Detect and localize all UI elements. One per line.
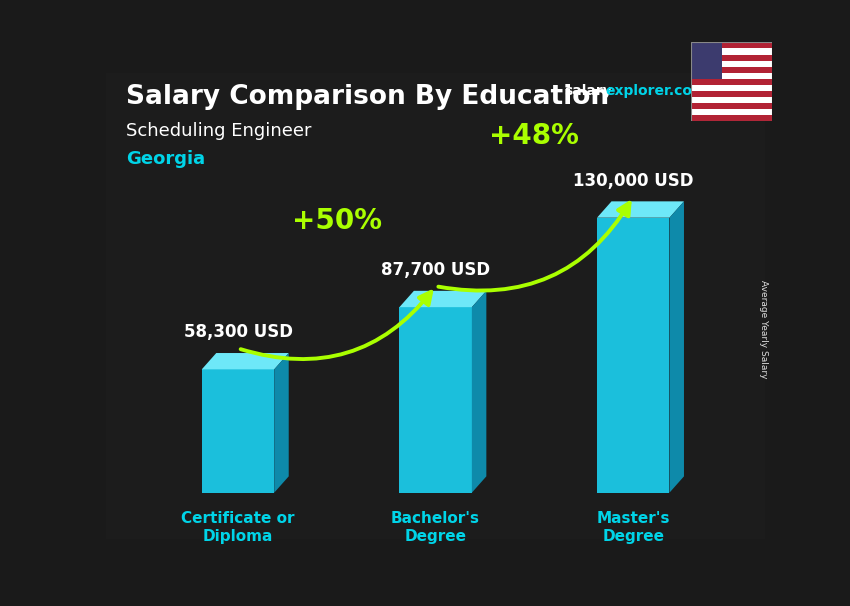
Bar — [691, 42, 772, 48]
Text: 58,300 USD: 58,300 USD — [184, 324, 292, 341]
Text: Average Yearly Salary: Average Yearly Salary — [759, 280, 768, 379]
Bar — [691, 48, 772, 55]
Bar — [691, 55, 772, 61]
Text: Georgia: Georgia — [126, 150, 205, 168]
Bar — [691, 109, 772, 115]
Polygon shape — [201, 353, 289, 369]
Polygon shape — [597, 201, 684, 218]
Polygon shape — [597, 218, 670, 493]
Bar — [691, 67, 772, 73]
Bar — [691, 103, 772, 109]
Text: salary: salary — [564, 84, 612, 98]
Polygon shape — [106, 73, 765, 539]
Polygon shape — [106, 73, 765, 539]
Bar — [691, 79, 772, 85]
Bar — [691, 42, 722, 79]
Polygon shape — [472, 291, 486, 493]
Text: explorer.com: explorer.com — [605, 84, 707, 98]
Polygon shape — [400, 307, 472, 493]
Bar — [691, 73, 772, 79]
Text: Scheduling Engineer: Scheduling Engineer — [126, 122, 311, 140]
Text: 130,000 USD: 130,000 USD — [573, 171, 694, 190]
Text: +50%: +50% — [292, 207, 382, 235]
Text: Master's
Degree: Master's Degree — [597, 511, 670, 544]
Bar — [691, 97, 772, 103]
Text: Certificate or
Diploma: Certificate or Diploma — [181, 511, 295, 544]
Text: 87,700 USD: 87,700 USD — [381, 261, 490, 279]
Text: +48%: +48% — [490, 122, 580, 150]
Polygon shape — [400, 291, 486, 307]
Bar — [691, 85, 772, 91]
Bar — [691, 61, 772, 67]
Bar — [691, 91, 772, 97]
Polygon shape — [670, 201, 684, 493]
Polygon shape — [275, 353, 289, 493]
Text: Bachelor's
Degree: Bachelor's Degree — [391, 511, 480, 544]
Text: Salary Comparison By Education: Salary Comparison By Education — [126, 84, 609, 110]
Polygon shape — [201, 369, 275, 493]
Bar — [691, 115, 772, 121]
